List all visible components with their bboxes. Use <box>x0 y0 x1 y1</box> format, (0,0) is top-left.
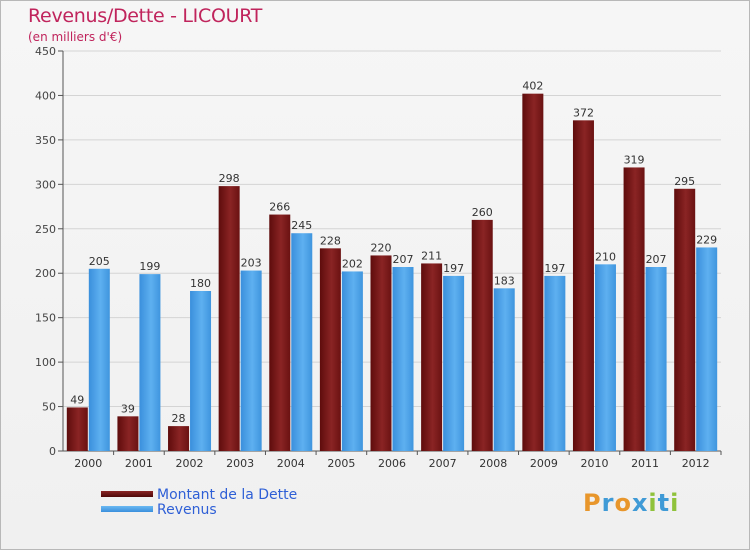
data-label-debt: 402 <box>522 80 543 93</box>
x-tick-label: 2000 <box>74 457 102 470</box>
x-tick-label: 2004 <box>277 457 305 470</box>
data-label-revenue: 207 <box>646 253 667 266</box>
bar-revenue <box>190 291 212 451</box>
data-label-revenue: 205 <box>89 255 110 268</box>
data-label-debt: 372 <box>573 106 594 119</box>
y-tick-label: 100 <box>35 356 56 369</box>
y-tick-label: 200 <box>35 267 56 280</box>
logo-letter: P <box>583 489 602 517</box>
y-tick-label: 250 <box>35 223 56 236</box>
data-label-revenue: 207 <box>393 253 414 266</box>
data-label-revenue: 245 <box>291 219 312 232</box>
x-tick-label: 2010 <box>580 457 608 470</box>
bar-revenue <box>88 268 110 451</box>
y-tick-label: 50 <box>42 401 56 414</box>
y-tick-label: 0 <box>49 445 56 458</box>
bar-revenue <box>544 275 566 451</box>
data-label-debt: 220 <box>371 241 392 254</box>
y-tick-label: 300 <box>35 178 56 191</box>
bar-debt <box>218 186 240 451</box>
x-tick-label: 2005 <box>327 457 355 470</box>
legend-label-revenue: Revenus <box>157 502 217 518</box>
x-tick-label: 2006 <box>378 457 406 470</box>
bar-debt <box>522 93 544 452</box>
data-label-revenue: 202 <box>342 257 363 270</box>
data-label-revenue: 199 <box>139 260 160 273</box>
bar-debt <box>117 416 139 451</box>
bar-revenue <box>645 267 667 451</box>
data-label-debt: 319 <box>624 153 645 166</box>
logo-letter: r <box>601 489 615 517</box>
bar-revenue <box>696 247 718 451</box>
data-label-revenue: 203 <box>241 257 262 270</box>
bar-revenue <box>139 274 161 451</box>
data-label-debt: 28 <box>172 412 186 425</box>
data-label-revenue: 197 <box>443 262 464 275</box>
data-label-revenue: 210 <box>595 250 616 263</box>
chart-title: Revenus/Dette - LICOURT <box>28 5 263 27</box>
data-label-debt: 266 <box>269 201 290 214</box>
data-label-debt: 298 <box>219 172 240 185</box>
data-label-debt: 295 <box>674 175 695 188</box>
bar-debt <box>572 120 594 451</box>
bar-debt <box>370 255 392 451</box>
x-tick-label: 2012 <box>682 457 710 470</box>
bar-revenue <box>443 275 465 451</box>
y-tick-label: 150 <box>35 312 56 325</box>
y-tick-label: 400 <box>35 89 56 102</box>
data-label-revenue: 197 <box>544 262 565 275</box>
x-tick-label: 2008 <box>479 457 507 470</box>
logo-letter: i <box>670 489 680 517</box>
data-label-debt: 39 <box>121 402 135 415</box>
bar-revenue <box>341 271 363 451</box>
bar-debt <box>623 167 645 451</box>
bar-debt <box>471 219 493 451</box>
data-label-revenue: 180 <box>190 277 211 290</box>
grid-lines <box>63 50 721 408</box>
legend-swatch-revenue <box>101 506 153 512</box>
logo-letter: i <box>648 489 658 517</box>
data-label-debt: 260 <box>472 206 493 219</box>
x-tick-label: 2002 <box>176 457 204 470</box>
bar-revenue <box>240 270 262 451</box>
legend-swatch-debt <box>101 491 153 497</box>
x-tick-label: 2003 <box>226 457 254 470</box>
bar-debt <box>168 426 190 451</box>
data-label-revenue: 183 <box>494 274 515 287</box>
proxiti-logo: Proxiti <box>583 489 679 517</box>
y-tick-label: 450 <box>35 45 56 58</box>
legend-label-debt: Montant de la Dette <box>157 487 298 503</box>
logo-letter: o <box>614 489 632 517</box>
bar-debt <box>269 214 291 451</box>
bar-debt <box>319 248 341 451</box>
data-label-debt: 211 <box>421 249 442 262</box>
bar-debt <box>66 407 88 451</box>
data-label-debt: 49 <box>70 393 84 406</box>
bar-debt <box>421 263 443 451</box>
logo-letter: t <box>657 489 671 517</box>
bars <box>66 93 718 452</box>
y-tick-label: 350 <box>35 134 56 147</box>
x-tick-label: 2009 <box>530 457 558 470</box>
x-tick-label: 2001 <box>125 457 153 470</box>
bar-debt <box>674 188 696 451</box>
x-tick-label: 2007 <box>429 457 457 470</box>
bar-revenue <box>291 233 313 451</box>
x-tick-label: 2011 <box>631 457 659 470</box>
bar-revenue <box>493 288 515 451</box>
logo-letter: x <box>631 489 649 517</box>
chart-subtitle: (en milliers d'€) <box>28 30 123 44</box>
bar-revenue <box>594 264 616 451</box>
bar-revenue <box>392 267 414 451</box>
data-label-debt: 228 <box>320 234 341 247</box>
data-label-revenue: 229 <box>696 233 717 246</box>
